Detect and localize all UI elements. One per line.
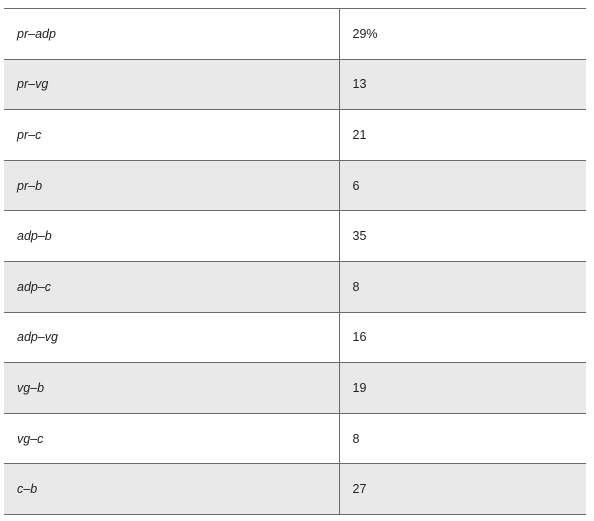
pair-cell: adp–vg (4, 311, 340, 364)
pair-cell: adp–b (4, 210, 340, 262)
pair-cell: pr–adp (4, 8, 340, 60)
value-cell: 8 (339, 412, 586, 465)
pair-cell: adp–c (4, 260, 340, 313)
value-cell: 19 (339, 362, 586, 414)
table-row: vg–b 19 (4, 362, 586, 414)
table-row: pr–adp 29% (4, 8, 586, 60)
table-row: adp–c 8 (4, 260, 586, 313)
value-cell: 27 (339, 463, 586, 515)
pair-percentage-table: pr–adp 29% pr–vg 13 pr–c 21 pr–b 6 adp–b… (4, 8, 586, 515)
pair-cell: c–b (4, 463, 340, 515)
value-cell: 35 (339, 210, 586, 262)
table-row: c–b 27 (4, 463, 586, 515)
table-row: adp–vg 16 (4, 311, 586, 364)
table-row: pr–b 6 (4, 159, 586, 212)
pair-cell: vg–c (4, 412, 340, 465)
value-cell: 8 (339, 260, 586, 313)
table-row: pr–vg 13 (4, 58, 586, 111)
table-body: pr–adp 29% pr–vg 13 pr–c 21 pr–b 6 adp–b… (4, 8, 586, 515)
pair-cell: pr–c (4, 109, 340, 161)
value-cell: 16 (339, 311, 586, 364)
table-row: vg–c 8 (4, 412, 586, 465)
data-table-container: pr–adp 29% pr–vg 13 pr–c 21 pr–b 6 adp–b… (4, 8, 586, 515)
pair-cell: vg–b (4, 362, 340, 414)
table-row: pr–c 21 (4, 109, 586, 161)
value-cell: 29% (339, 8, 586, 60)
value-cell: 6 (339, 159, 586, 212)
pair-cell: pr–vg (4, 58, 340, 111)
value-cell: 21 (339, 109, 586, 161)
value-cell: 13 (339, 58, 586, 111)
pair-cell: pr–b (4, 159, 340, 212)
table-row: adp–b 35 (4, 210, 586, 262)
